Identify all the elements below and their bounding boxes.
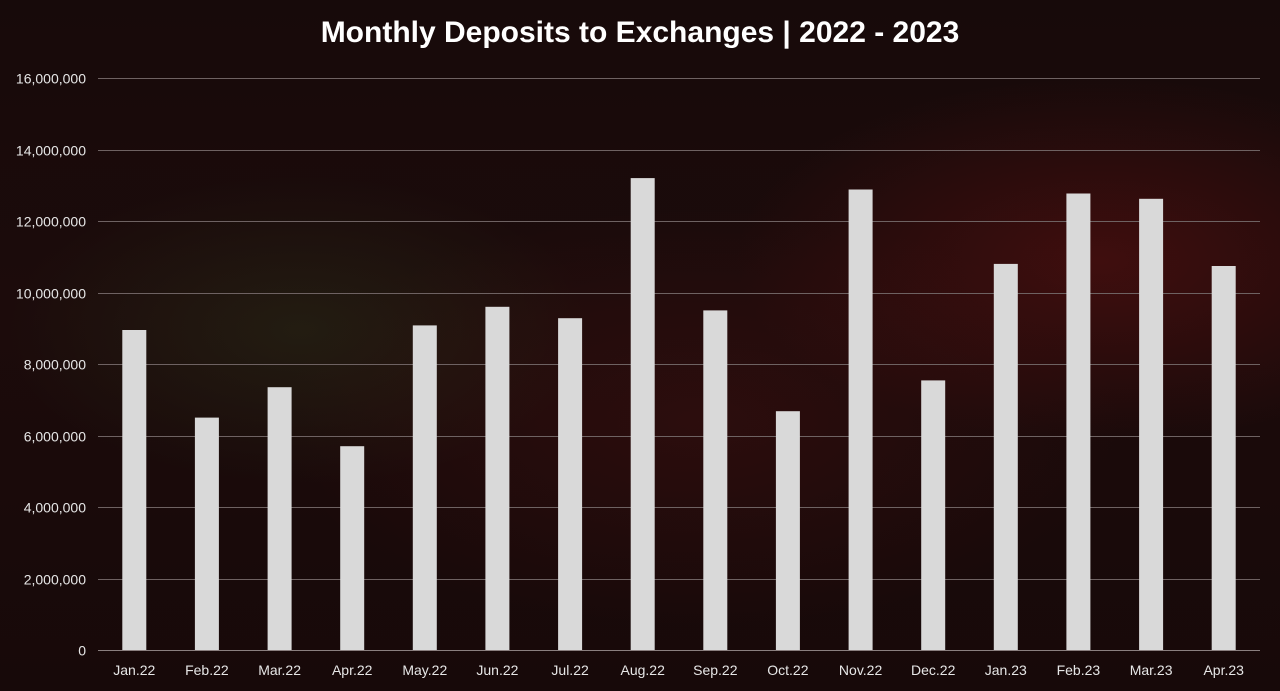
bar-jan-23 (993, 263, 1018, 650)
x-tick-label: Apr.22 (332, 662, 373, 678)
x-tick-label: Feb.22 (185, 662, 229, 678)
x-tick-label: Mar.22 (258, 662, 301, 678)
y-tick-label: 4,000,000 (24, 500, 86, 516)
x-tick-label: Oct.22 (767, 662, 808, 678)
x-tick-label: Jun.22 (476, 662, 518, 678)
y-tick-label: 12,000,000 (16, 214, 86, 230)
x-tick-label: Jan.23 (985, 662, 1027, 678)
x-tick-label: Nov.22 (839, 662, 883, 678)
x-tick-label: May.22 (402, 662, 447, 678)
bar-dec-22 (921, 380, 946, 650)
y-tick-label: 2,000,000 (24, 572, 86, 588)
bar-apr-23 (1211, 266, 1236, 650)
gridlines (98, 78, 1260, 651)
y-tick-label: 8,000,000 (24, 357, 86, 373)
x-tick-label: Apr.23 (1203, 662, 1244, 678)
bar-nov-22 (848, 189, 873, 650)
bar-feb-22 (194, 417, 219, 650)
bar-aug-22 (630, 178, 655, 650)
bar-jul-22 (558, 318, 583, 650)
bar-mar-23 (1139, 198, 1164, 651)
y-tick-label: 10,000,000 (16, 286, 86, 302)
y-tick-label: 0 (78, 643, 86, 659)
y-tick-label: 16,000,000 (16, 71, 86, 87)
bar-mar-22 (267, 387, 292, 650)
bar-apr-22 (340, 446, 365, 650)
bar-jun-22 (485, 306, 510, 650)
bar-may-22 (412, 325, 437, 650)
y-axis-ticks: 0 2,000,000 4,000,000 6,000,000 8,000,000 10,… (16, 71, 86, 659)
x-tick-label: Feb.23 (1057, 662, 1101, 678)
bar-oct-22 (775, 411, 800, 650)
x-tick-label: Aug.22 (621, 662, 666, 678)
x-tick-label: Jan.22 (113, 662, 155, 678)
bar-feb-23 (1066, 193, 1091, 650)
x-axis-ticks: Jan.22 Feb.22 Mar.22 Apr.22 May.22 Jun.22 Jul.… (113, 662, 1244, 678)
bar-jan-22 (122, 330, 147, 650)
y-tick-label: 14,000,000 (16, 143, 86, 159)
x-tick-label: Jul.22 (551, 662, 589, 678)
bars (122, 178, 1236, 651)
x-tick-label: Mar.23 (1130, 662, 1173, 678)
x-tick-label: Sep.22 (693, 662, 738, 678)
bar-sep-22 (703, 310, 728, 650)
x-tick-label: Dec.22 (911, 662, 956, 678)
y-tick-label: 6,000,000 (24, 429, 86, 445)
chart-title: Monthly Deposits to Exchanges | 2022 - 2… (320, 16, 960, 49)
